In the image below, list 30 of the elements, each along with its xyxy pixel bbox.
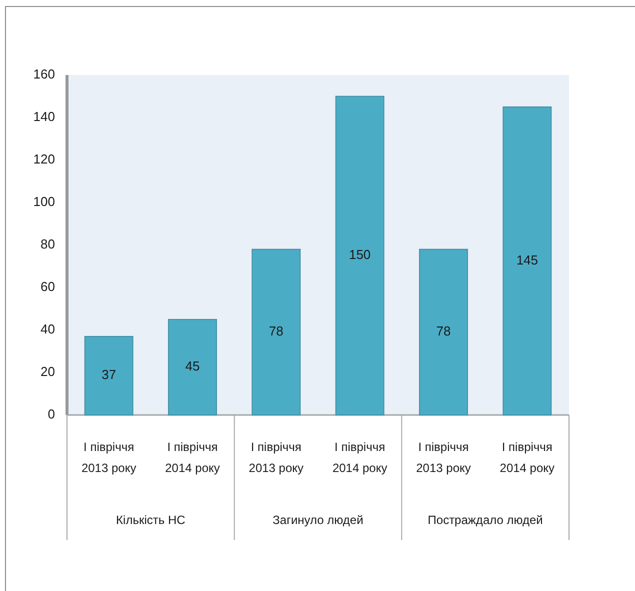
- data-label: 45: [185, 358, 200, 374]
- y-tick-label: 20: [40, 364, 55, 379]
- y-tick-label: 0: [48, 406, 55, 422]
- bar: [168, 318, 217, 416]
- x-tick-label: І півріччя 2014 року: [332, 440, 388, 475]
- bar: [502, 106, 552, 416]
- y-tick-label: 100: [33, 194, 55, 209]
- bar: [84, 336, 134, 416]
- bar: [252, 248, 301, 416]
- x-tick-label: І півріччя 2014 року: [500, 440, 555, 475]
- y-tick-label: 80: [40, 236, 55, 252]
- text: Загинуло людей: [272, 513, 364, 527]
- text: Постраждало людей: [428, 513, 543, 527]
- data-label: 37: [102, 367, 116, 382]
- y-tick-label: 40: [40, 321, 55, 336]
- y-tick-label: 60: [40, 278, 55, 294]
- y-tick-label: 140: [33, 108, 55, 124]
- y-tick-label: 160: [33, 66, 55, 82]
- data-label: 78: [268, 324, 284, 339]
- data-label: 150: [348, 247, 371, 262]
- text: Кількість НС: [116, 513, 186, 527]
- x-tick-label: І півріччя 2013 року: [416, 440, 471, 475]
- bar: [335, 96, 384, 416]
- x-tick-label: І півріччя 2013 року: [81, 440, 136, 475]
- bar: [419, 248, 468, 416]
- x-tick-label: І півріччя 2014 року: [165, 440, 220, 475]
- x-tick-label: І півріччя 2013 року: [248, 440, 304, 475]
- y-tick-label: 120: [33, 151, 55, 166]
- data-label: 78: [436, 324, 451, 339]
- data-label: 145: [516, 252, 538, 268]
